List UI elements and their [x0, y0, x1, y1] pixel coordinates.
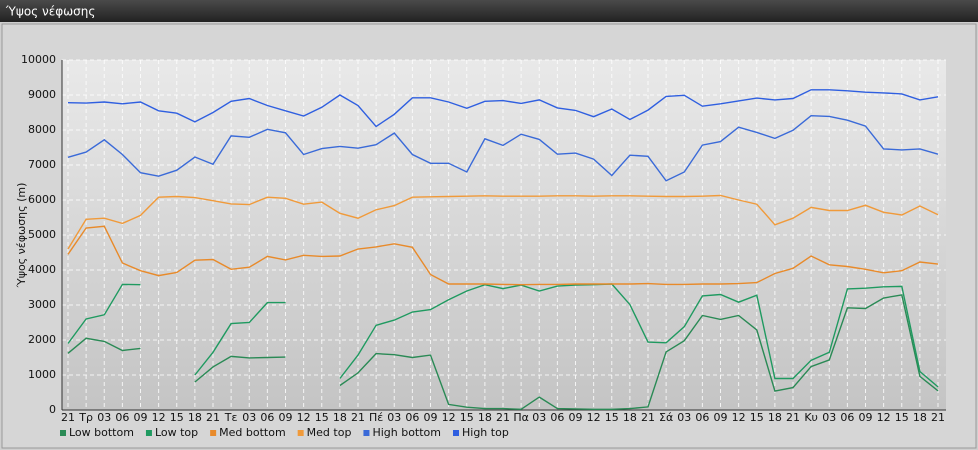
- x-tick-label: 21: [786, 411, 800, 424]
- x-tick-label: 21: [641, 411, 655, 424]
- x-tick-label: Πέ: [369, 411, 383, 424]
- y-tick-label: 3000: [28, 298, 56, 311]
- y-tick-label: 0: [49, 403, 56, 416]
- legend-swatch: [297, 430, 304, 436]
- x-tick-label: Σά: [659, 411, 673, 424]
- x-tick-label: 12: [442, 411, 456, 424]
- x-tick-label: 06: [550, 411, 564, 424]
- x-tick-label: Κυ: [804, 411, 818, 424]
- x-tick-label: 09: [569, 411, 583, 424]
- x-tick-label: 21: [206, 411, 220, 424]
- x-tick-label: 09: [279, 411, 293, 424]
- y-tick-label: 5000: [28, 228, 56, 241]
- x-tick-label: 18: [333, 411, 347, 424]
- x-tick-label: 12: [877, 411, 891, 424]
- plot: 21 Τρ 03 06 09 12 15 18 21 Τε 03 06 09 12 15 18 21 Πέ 03 06…: [21, 53, 946, 439]
- legend-swatch: [60, 430, 66, 436]
- legend-swatch: [145, 430, 152, 436]
- x-tick-label: 12: [732, 411, 746, 424]
- x-tick-label: 06: [405, 411, 419, 424]
- x-tick-label: 21: [496, 411, 510, 424]
- x-tick-label: 09: [424, 411, 438, 424]
- x-tick-label: 15: [605, 411, 619, 424]
- x-tick-label: 09: [134, 411, 148, 424]
- x-tick-label: 15: [170, 411, 184, 424]
- series-line: [67, 283, 939, 388]
- x-tick-label: Τρ: [78, 411, 93, 424]
- x-tick-label: 21: [931, 411, 945, 424]
- x-tick-label: 06: [840, 411, 854, 424]
- legend-label: High bottom: [372, 426, 441, 439]
- legend-label: Low top: [155, 426, 198, 439]
- legend-swatch: [363, 430, 370, 436]
- y-axis-label: Ύψος νέφωσης (m): [15, 183, 28, 289]
- x-tick-label: 21: [61, 411, 75, 424]
- y-tick-label: 1000: [28, 368, 56, 381]
- x-tick-label: Τε: [224, 411, 238, 424]
- x-tick-label: 03: [242, 411, 256, 424]
- x-tick-label: 15: [750, 411, 764, 424]
- series-line: [67, 114, 939, 182]
- legend-label: Low bottom: [69, 426, 134, 439]
- x-tick-label: 09: [714, 411, 728, 424]
- y-tick-label: 6000: [28, 193, 56, 206]
- x-tick-label: 12: [587, 411, 601, 424]
- x-tick-label: 03: [677, 411, 691, 424]
- series-line: [67, 225, 939, 286]
- x-tick-label: 12: [297, 411, 311, 424]
- legend-swatch: [453, 430, 459, 436]
- x-tick-label: 15: [315, 411, 329, 424]
- legend-label: High top: [462, 426, 509, 439]
- x-tick-label: 09: [859, 411, 873, 424]
- x-tick-label: 18: [768, 411, 782, 424]
- series-line: [67, 194, 939, 250]
- x-tick-label: 18: [478, 411, 492, 424]
- series-line: [67, 89, 939, 128]
- y-tick-label: 2000: [28, 333, 56, 346]
- x-tick-label: 18: [623, 411, 637, 424]
- legend-swatch: [210, 430, 217, 436]
- legend-label: Med top: [307, 426, 352, 439]
- y-tick-label: 4000: [28, 263, 56, 276]
- y-tick-label: 10000: [21, 53, 56, 66]
- x-tick-label: 12: [152, 411, 166, 424]
- legend-label: Med bottom: [219, 426, 286, 439]
- title-bar: [0, 0, 978, 22]
- x-tick-label: 15: [895, 411, 909, 424]
- y-tick-label: 8000: [28, 123, 56, 136]
- x-tick-label: 06: [260, 411, 274, 424]
- y-tick-label: 9000: [28, 88, 56, 101]
- x-tick-label: Πα: [513, 411, 529, 424]
- x-tick-label: 15: [460, 411, 474, 424]
- x-tick-label: 21: [351, 411, 365, 424]
- y-tick-label: 7000: [28, 158, 56, 171]
- x-tick-label: 03: [387, 411, 401, 424]
- x-tick-label: 18: [188, 411, 202, 424]
- x-tick-label: 06: [115, 411, 129, 424]
- x-tick-label: 03: [97, 411, 111, 424]
- x-tick-label: 18: [913, 411, 927, 424]
- x-tick-label: 03: [822, 411, 836, 424]
- x-tick-label: 03: [532, 411, 546, 424]
- window-title: Ύψος νέφωσης: [5, 5, 95, 19]
- series-line: [67, 294, 939, 411]
- x-tick-label: 06: [695, 411, 709, 424]
